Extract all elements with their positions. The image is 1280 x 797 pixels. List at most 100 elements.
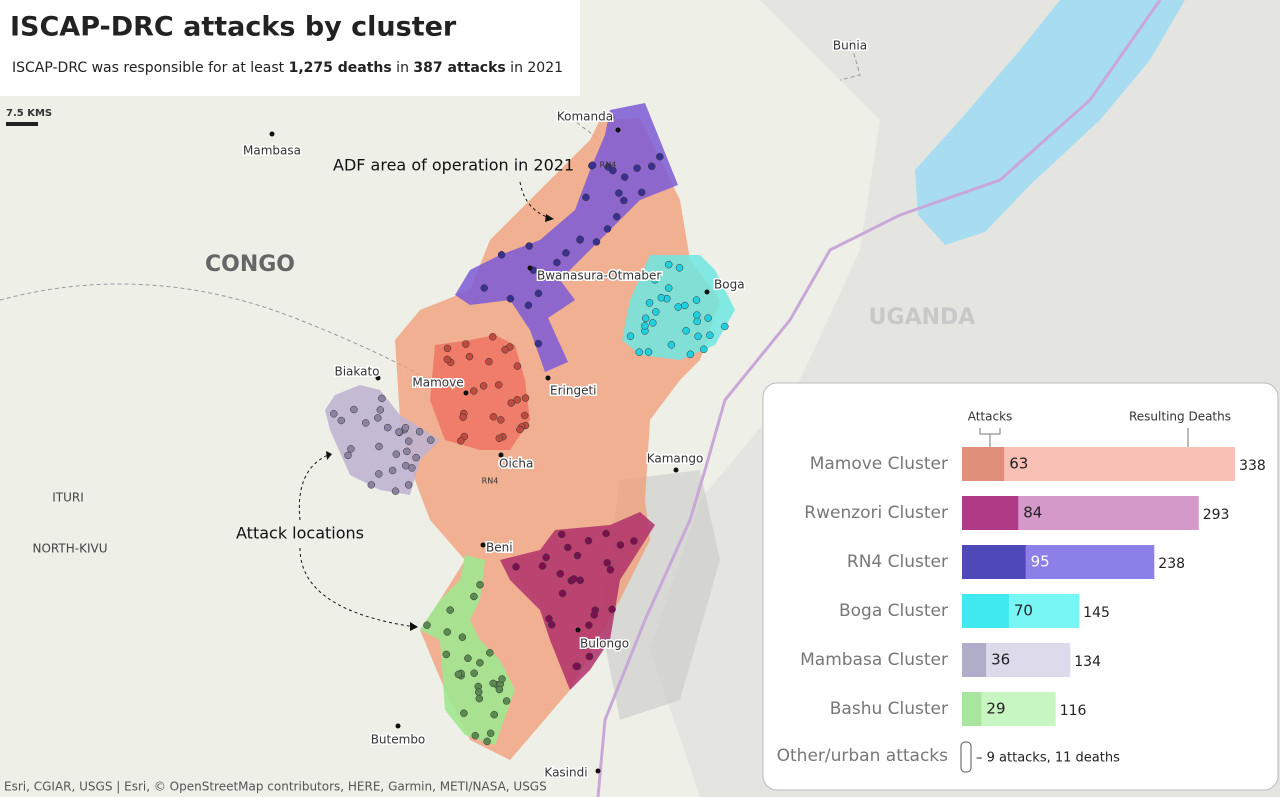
attack-dot	[633, 164, 641, 172]
attack-dot	[706, 331, 714, 339]
category-label: Rwenzori Cluster	[804, 503, 948, 523]
place-dot	[545, 375, 551, 381]
place-label: Komanda	[557, 110, 613, 124]
attack-dot	[547, 621, 556, 629]
place-dot	[527, 265, 533, 271]
attack-dot	[682, 327, 690, 335]
attack-dot	[460, 709, 468, 717]
place-dot	[595, 768, 601, 774]
attack-dot	[375, 442, 383, 451]
attack-dot	[630, 537, 638, 545]
annotation: ADF area of operation in 2021	[333, 156, 574, 175]
attack-dot	[489, 679, 497, 688]
attack-dot	[374, 414, 382, 422]
attack-dot	[620, 173, 629, 181]
attacks-value: 70	[1014, 602, 1033, 620]
header-box	[0, 0, 580, 96]
attack-dot	[474, 688, 483, 696]
place-dot	[269, 131, 275, 137]
attack-dot	[649, 319, 657, 327]
attack-dot	[516, 425, 524, 434]
attack-dot	[462, 340, 470, 348]
road-label: RN4	[600, 161, 617, 170]
other-marker	[960, 741, 972, 773]
attack-dot	[376, 406, 385, 414]
legend-chart: Attacks Resulting Deaths Mamove Cluster 63 3…	[777, 410, 1266, 773]
attack-dot	[681, 301, 689, 310]
place-label: Mambasa	[243, 144, 301, 158]
attack-dot	[446, 606, 454, 614]
place-dot	[375, 375, 381, 381]
cluster-area	[455, 103, 678, 372]
attack-dot	[700, 345, 708, 354]
clusters	[325, 103, 735, 760]
scale-label: 7.5 KMS	[6, 108, 52, 119]
attack-dot	[573, 551, 582, 560]
cluster-area	[420, 555, 515, 745]
attack-dot	[403, 447, 411, 456]
attack-dot	[344, 451, 352, 460]
place-label: Kamango	[647, 452, 704, 466]
attack-dot	[475, 694, 484, 703]
attacks-bar	[962, 594, 1009, 628]
attack-dot	[645, 299, 654, 307]
attack-dot	[495, 434, 504, 443]
attack-dot	[443, 628, 452, 636]
attack-dot	[412, 453, 420, 462]
attack-dot	[674, 303, 682, 311]
attacks-value: 63	[1009, 455, 1028, 473]
attack-dot	[513, 396, 521, 404]
attack-dot	[534, 289, 543, 298]
attack-dot	[592, 238, 601, 246]
attack-dot	[558, 589, 567, 598]
attacks-bar	[962, 496, 1019, 530]
attack-dot	[471, 731, 480, 740]
attack-dot	[506, 294, 515, 303]
region-label: ITURI	[52, 491, 84, 505]
attack-dot	[572, 662, 581, 671]
attack-dot	[476, 659, 484, 667]
attack-dot	[651, 276, 659, 284]
region-label: NORTH-KIVU	[33, 542, 108, 556]
attack-dot	[524, 301, 533, 310]
attack-dot	[693, 317, 701, 326]
subtitle-part: 387 attacks	[413, 60, 505, 76]
attack-dot	[521, 394, 530, 402]
attack-dot	[347, 445, 355, 453]
attack-dot	[470, 592, 478, 601]
attack-dot	[470, 669, 478, 677]
attack-dot	[606, 113, 615, 122]
category-label: Mambasa Cluster	[800, 650, 948, 670]
attack-dot	[350, 405, 358, 414]
attack-dot	[483, 737, 491, 746]
subtitle-part: 1,275 deaths	[289, 60, 392, 76]
attack-dot	[490, 710, 498, 719]
region-label: CONGO	[205, 252, 295, 277]
attack-dot	[644, 348, 653, 356]
attack-dot	[497, 251, 506, 259]
attack-dot	[459, 413, 467, 421]
attack-dot	[612, 212, 621, 221]
place-dot	[615, 127, 621, 133]
attacks-value: 29	[986, 700, 1005, 718]
attack-dot	[637, 188, 646, 197]
attack-dot	[497, 416, 505, 424]
place-dot	[463, 390, 469, 396]
attack-dot	[476, 581, 484, 589]
attack-dot	[620, 196, 628, 205]
attack-dot	[330, 410, 338, 418]
attacks-bar	[962, 545, 1026, 579]
attack-dot	[604, 163, 613, 171]
attack-dot	[556, 570, 565, 578]
attack-dot	[454, 670, 463, 679]
attack-dot	[423, 621, 431, 629]
attack-dot	[486, 649, 494, 657]
attacks-value: 95	[1031, 553, 1050, 571]
attacks-bar	[962, 692, 982, 726]
deaths-value: 134	[1074, 654, 1101, 670]
attack-dot	[426, 436, 435, 444]
attack-dot	[534, 339, 543, 348]
attack-dot	[442, 650, 451, 659]
attack-dot	[501, 345, 509, 354]
deaths-value: 238	[1158, 556, 1185, 572]
